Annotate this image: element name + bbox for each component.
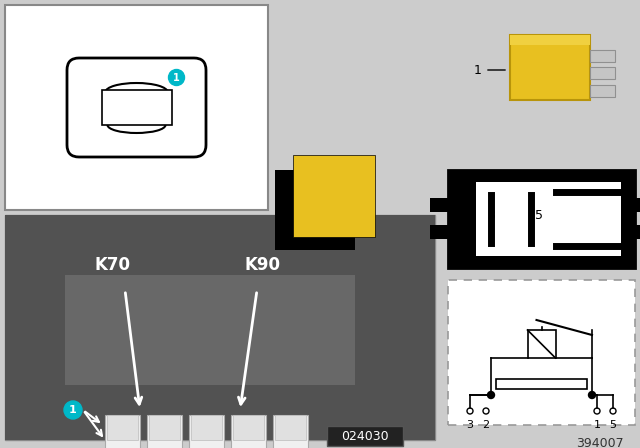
Text: 2: 2 (623, 240, 631, 253)
Bar (510, 35, 590, 100)
Bar (327, 426, 403, 446)
Bar (147, 415, 182, 448)
Text: 5: 5 (535, 208, 543, 221)
FancyBboxPatch shape (67, 58, 206, 157)
Circle shape (488, 392, 495, 399)
Text: 1: 1 (474, 64, 482, 77)
Bar (293, 155, 375, 237)
Text: 1: 1 (69, 405, 77, 415)
Text: 2: 2 (483, 420, 490, 430)
Bar (5, 215, 435, 440)
Text: 3: 3 (467, 420, 474, 430)
Bar (105, 415, 140, 448)
Text: 5: 5 (609, 420, 616, 430)
Text: K70: K70 (95, 256, 131, 274)
Text: 024030: 024030 (341, 430, 389, 443)
Text: 1: 1 (593, 420, 600, 430)
Bar (476, 182, 621, 256)
Bar (633, 198, 640, 212)
Bar (65, 275, 355, 385)
Bar (430, 225, 450, 239)
Bar (275, 170, 355, 250)
Circle shape (168, 69, 184, 86)
Bar (510, 35, 590, 45)
Text: 1: 1 (173, 73, 180, 82)
Bar (231, 415, 266, 448)
Bar (448, 170, 635, 268)
Bar (273, 415, 308, 448)
Bar (590, 67, 615, 79)
Bar (189, 415, 224, 448)
Bar (275, 415, 306, 440)
Bar (448, 280, 635, 425)
Text: 3: 3 (487, 208, 495, 221)
Bar (191, 415, 222, 440)
Text: K90: K90 (245, 256, 281, 274)
Circle shape (64, 401, 82, 419)
Ellipse shape (108, 117, 166, 133)
Bar (633, 225, 640, 239)
Bar (5, 5, 268, 210)
Text: 394007: 394007 (576, 436, 624, 448)
Bar (149, 415, 180, 440)
Bar (496, 379, 587, 389)
Bar (233, 415, 264, 440)
Bar (430, 198, 450, 212)
Bar (527, 330, 556, 358)
Bar (590, 85, 615, 97)
Bar (590, 50, 615, 62)
Ellipse shape (106, 83, 168, 101)
Bar (107, 415, 138, 440)
Circle shape (589, 392, 595, 399)
Bar (5, 215, 435, 440)
Text: 1: 1 (623, 185, 631, 198)
Bar (102, 90, 172, 125)
